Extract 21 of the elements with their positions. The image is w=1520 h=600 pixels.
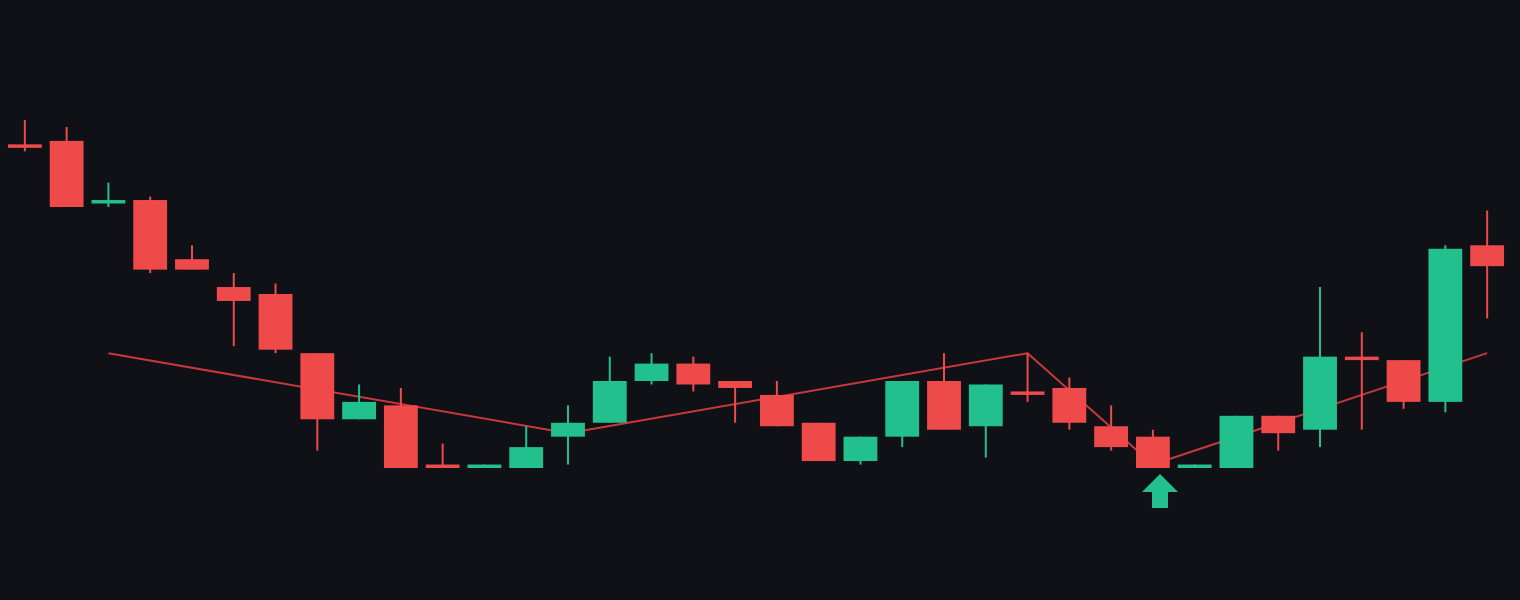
candlestick: [1135, 428, 1170, 469]
candlestick: [509, 425, 544, 469]
candlestick: [216, 272, 251, 348]
candlestick: [1261, 414, 1296, 452]
candlestick: [968, 383, 1003, 459]
candlestick: [676, 355, 711, 393]
candlestick: [1386, 359, 1421, 410]
candlestick: [843, 435, 878, 466]
candlestick: [634, 352, 669, 386]
candlestick: [592, 355, 627, 424]
candlestick: [1052, 376, 1087, 431]
candlestick: [1094, 404, 1129, 452]
candlestick: [175, 244, 209, 271]
candlestick: [551, 404, 585, 466]
candlestick: [91, 181, 126, 208]
candlestick: [1470, 209, 1505, 320]
candlestick: [7, 119, 42, 153]
candlestick: [1010, 352, 1045, 403]
candlestick: [718, 380, 753, 424]
candlestick: [342, 383, 377, 421]
candlestick: [759, 380, 794, 428]
